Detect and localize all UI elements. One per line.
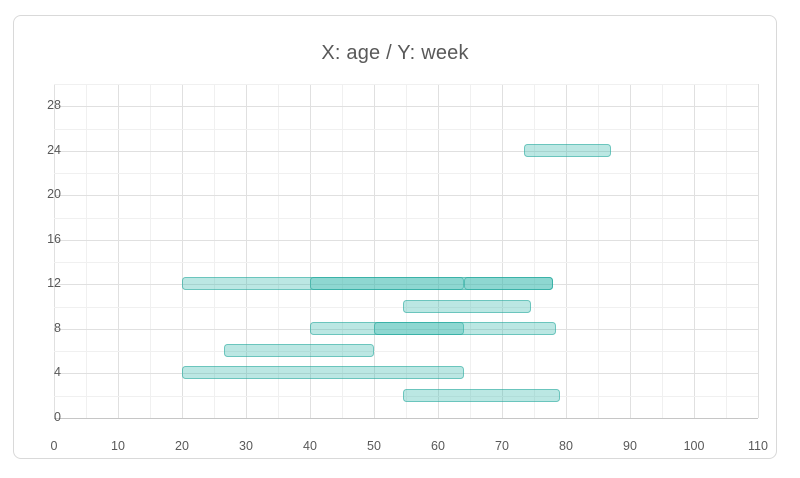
x-tick-label-60: 60 — [431, 439, 445, 453]
x-tick-label-40: 40 — [303, 439, 317, 453]
minor-vgridline — [214, 84, 215, 418]
range-bar-week-8 — [374, 321, 557, 335]
y-tick-label-12: 12 — [47, 276, 61, 291]
y-tick-label-16: 16 — [47, 231, 61, 246]
minor-vgridline — [598, 84, 599, 418]
minor-hgridline — [54, 396, 758, 397]
range-bar-week-2 — [402, 388, 560, 402]
minor-vgridline — [406, 84, 407, 418]
range-bar-week-4 — [182, 366, 464, 380]
major-vgridline — [630, 84, 631, 418]
minor-vgridline — [470, 84, 471, 418]
x-tick-label-0: 0 — [50, 439, 58, 453]
chart-title: X: age / Y: week — [321, 42, 469, 64]
minor-hgridline — [54, 262, 758, 263]
minor-vgridline — [662, 84, 663, 418]
major-hgridline — [54, 195, 758, 196]
x-tick-label-80: 80 — [559, 439, 573, 453]
x-tick-label-100: 100 — [683, 439, 705, 453]
minor-vgridline — [534, 84, 535, 418]
major-vgridline — [694, 84, 695, 418]
range-bar-week-12 — [463, 277, 554, 291]
minor-vgridline — [86, 84, 87, 418]
x-tick-label-30: 30 — [239, 439, 253, 453]
major-hgridline — [54, 329, 758, 330]
major-hgridline — [54, 373, 758, 374]
minor-hgridline — [54, 84, 758, 85]
minor-hgridline — [54, 129, 758, 130]
minor-vgridline — [278, 84, 279, 418]
minor-vgridline — [342, 84, 343, 418]
major-hgridline — [54, 284, 758, 285]
x-tick-label-70: 70 — [495, 439, 509, 453]
major-vgridline — [438, 84, 439, 418]
minor-hgridline — [54, 173, 758, 174]
major-vgridline — [374, 84, 375, 418]
plot-area — [54, 84, 759, 419]
x-tick-label-110: 110 — [748, 439, 768, 453]
y-tick-label-8: 8 — [54, 320, 61, 335]
major-vgridline — [310, 84, 311, 418]
minor-hgridline — [54, 351, 758, 352]
major-hgridline — [54, 240, 758, 241]
x-tick-label-10: 10 — [111, 439, 125, 453]
y-tick-label-28: 28 — [47, 98, 61, 113]
major-vgridline — [54, 84, 55, 418]
major-hgridline — [54, 106, 758, 107]
x-tick-label-50: 50 — [367, 439, 381, 453]
y-tick-label-20: 20 — [47, 187, 61, 202]
y-tick-label-0: 0 — [54, 410, 61, 424]
y-tick-label-24: 24 — [47, 142, 61, 157]
major-vgridline — [566, 84, 567, 418]
minor-hgridline — [54, 307, 758, 308]
x-tick-label-20: 20 — [175, 439, 189, 453]
major-vgridline — [118, 84, 119, 418]
major-vgridline — [758, 84, 759, 418]
minor-hgridline — [54, 218, 758, 219]
y-tick-label-4: 4 — [54, 365, 61, 380]
range-bar-week-24 — [524, 143, 611, 157]
range-bar-week-6 — [223, 344, 374, 358]
chart-frame: X: age / Y: week 0 10 20 30 40 50 60 70 80 90 100 1… — [13, 15, 777, 459]
x-tick-label-90: 90 — [623, 439, 637, 453]
major-vgridline — [246, 84, 247, 418]
minor-vgridline — [150, 84, 151, 418]
major-vgridline — [182, 84, 183, 418]
range-bar-week-10 — [402, 299, 531, 313]
major-vgridline — [502, 84, 503, 418]
major-hgridline — [54, 151, 758, 152]
minor-vgridline — [726, 84, 727, 418]
x-axis-line — [54, 418, 758, 419]
